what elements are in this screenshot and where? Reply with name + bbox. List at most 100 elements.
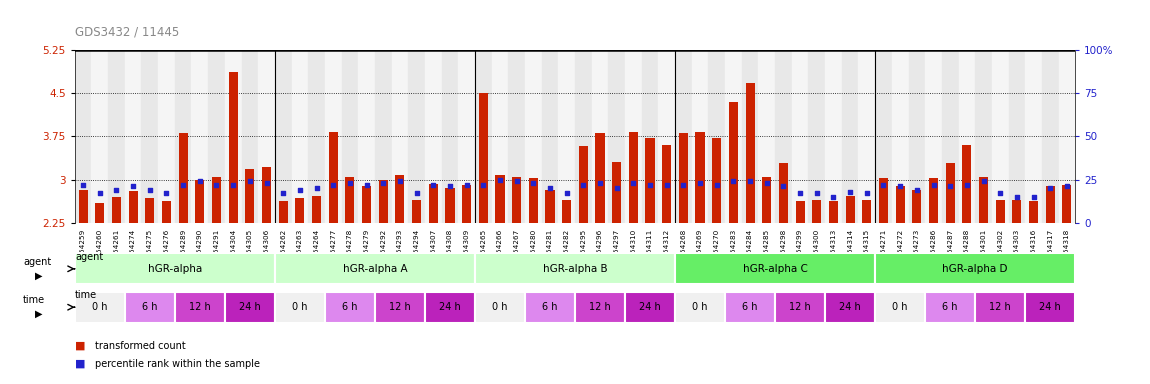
Bar: [826, 50, 842, 223]
Bar: [559, 50, 575, 223]
Bar: [325, 292, 375, 323]
Bar: [608, 50, 626, 223]
Bar: [742, 50, 759, 223]
Bar: [426, 292, 475, 323]
Bar: [359, 50, 375, 223]
Text: hGR-alpha: hGR-alpha: [147, 264, 202, 274]
Bar: [696, 132, 705, 223]
Bar: [1009, 50, 1026, 223]
Point: [258, 180, 276, 186]
Bar: [662, 145, 672, 223]
Bar: [78, 190, 87, 223]
Point: [624, 180, 643, 186]
Bar: [92, 50, 108, 223]
Text: ■: ■: [75, 341, 85, 351]
Bar: [275, 253, 475, 284]
Point: [558, 190, 576, 197]
Bar: [592, 50, 608, 223]
Bar: [578, 146, 588, 223]
Bar: [808, 50, 826, 223]
Bar: [95, 203, 105, 223]
Point: [274, 190, 292, 197]
Bar: [912, 190, 921, 223]
Bar: [162, 202, 171, 223]
Bar: [942, 50, 959, 223]
Bar: [412, 200, 421, 223]
Text: 6 h: 6 h: [143, 302, 158, 312]
Point: [540, 185, 559, 191]
Bar: [762, 177, 772, 223]
Bar: [108, 50, 125, 223]
Point: [991, 190, 1010, 197]
Bar: [458, 50, 475, 223]
Bar: [745, 83, 754, 223]
Bar: [692, 50, 708, 223]
Point: [974, 178, 992, 184]
Point: [174, 182, 192, 188]
Bar: [145, 198, 154, 223]
Bar: [926, 292, 975, 323]
Text: 0 h: 0 h: [692, 302, 707, 312]
Bar: [626, 292, 675, 323]
Point: [524, 180, 543, 186]
Bar: [375, 292, 426, 323]
Bar: [125, 50, 141, 223]
Bar: [478, 93, 488, 223]
Text: GDS3432 / 11445: GDS3432 / 11445: [75, 25, 179, 38]
Point: [607, 185, 626, 191]
Text: 24 h: 24 h: [439, 302, 461, 312]
Point: [958, 182, 976, 188]
Text: ■: ■: [75, 359, 85, 369]
Bar: [312, 196, 321, 223]
Point: [224, 182, 243, 188]
Point: [107, 187, 125, 193]
Bar: [508, 50, 524, 223]
Bar: [229, 72, 238, 223]
Bar: [542, 50, 558, 223]
Point: [340, 180, 359, 186]
Bar: [342, 50, 359, 223]
Point: [807, 190, 826, 197]
Point: [825, 194, 843, 200]
Bar: [1042, 50, 1059, 223]
Bar: [492, 50, 508, 223]
Bar: [1012, 200, 1021, 223]
Text: hGR-alpha B: hGR-alpha B: [543, 264, 607, 274]
Bar: [975, 50, 991, 223]
Point: [291, 187, 309, 193]
Bar: [245, 169, 254, 223]
Bar: [562, 200, 572, 223]
Bar: [575, 292, 626, 323]
Bar: [996, 200, 1005, 223]
Bar: [775, 292, 826, 323]
Bar: [979, 177, 988, 223]
Bar: [779, 164, 788, 223]
Bar: [812, 200, 821, 223]
Bar: [892, 50, 908, 223]
Text: 24 h: 24 h: [840, 302, 861, 312]
Text: 12 h: 12 h: [589, 302, 611, 312]
Point: [907, 187, 926, 193]
Point: [474, 182, 492, 188]
Point: [374, 180, 392, 186]
Bar: [929, 179, 938, 223]
Point: [358, 182, 376, 188]
Point: [440, 184, 459, 190]
Bar: [442, 50, 458, 223]
Bar: [1026, 50, 1042, 223]
Point: [874, 182, 892, 188]
Bar: [675, 253, 875, 284]
Bar: [575, 50, 591, 223]
Bar: [862, 200, 872, 223]
Bar: [675, 292, 724, 323]
Bar: [896, 187, 905, 223]
Bar: [678, 134, 688, 223]
Bar: [1026, 292, 1075, 323]
Bar: [658, 50, 675, 223]
Bar: [1059, 50, 1075, 223]
Text: 6 h: 6 h: [943, 302, 958, 312]
Point: [458, 182, 476, 188]
Point: [91, 190, 109, 197]
Text: time: time: [23, 295, 45, 305]
Point: [1058, 184, 1076, 190]
